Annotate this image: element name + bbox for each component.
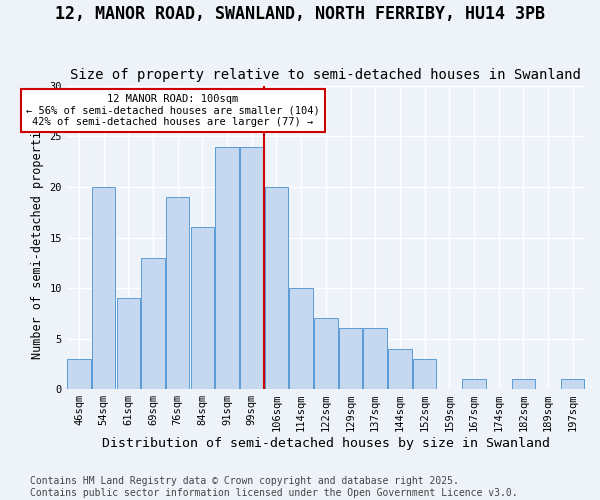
Bar	[289, 288, 313, 389]
Bar	[166, 197, 190, 389]
Bar	[339, 328, 362, 389]
Title: Size of property relative to semi-detached houses in Swanland: Size of property relative to semi-detach…	[70, 68, 581, 82]
Bar	[561, 379, 584, 389]
Bar	[191, 228, 214, 389]
Bar	[364, 328, 387, 389]
Bar	[388, 348, 412, 389]
Bar	[314, 318, 338, 389]
Text: 12, MANOR ROAD, SWANLAND, NORTH FERRIBY, HU14 3PB: 12, MANOR ROAD, SWANLAND, NORTH FERRIBY,…	[55, 5, 545, 23]
Bar	[215, 146, 239, 389]
Bar	[92, 187, 115, 389]
Y-axis label: Number of semi-detached properties: Number of semi-detached properties	[31, 116, 44, 358]
X-axis label: Distribution of semi-detached houses by size in Swanland: Distribution of semi-detached houses by …	[102, 437, 550, 450]
Bar	[142, 258, 165, 389]
Bar	[265, 187, 288, 389]
Bar	[240, 146, 263, 389]
Text: 12 MANOR ROAD: 100sqm
← 56% of semi-detached houses are smaller (104)
42% of sem: 12 MANOR ROAD: 100sqm ← 56% of semi-deta…	[26, 94, 320, 127]
Text: Contains HM Land Registry data © Crown copyright and database right 2025.
Contai: Contains HM Land Registry data © Crown c…	[30, 476, 518, 498]
Bar	[67, 359, 91, 389]
Bar	[512, 379, 535, 389]
Bar	[116, 298, 140, 389]
Bar	[413, 359, 436, 389]
Bar	[462, 379, 485, 389]
